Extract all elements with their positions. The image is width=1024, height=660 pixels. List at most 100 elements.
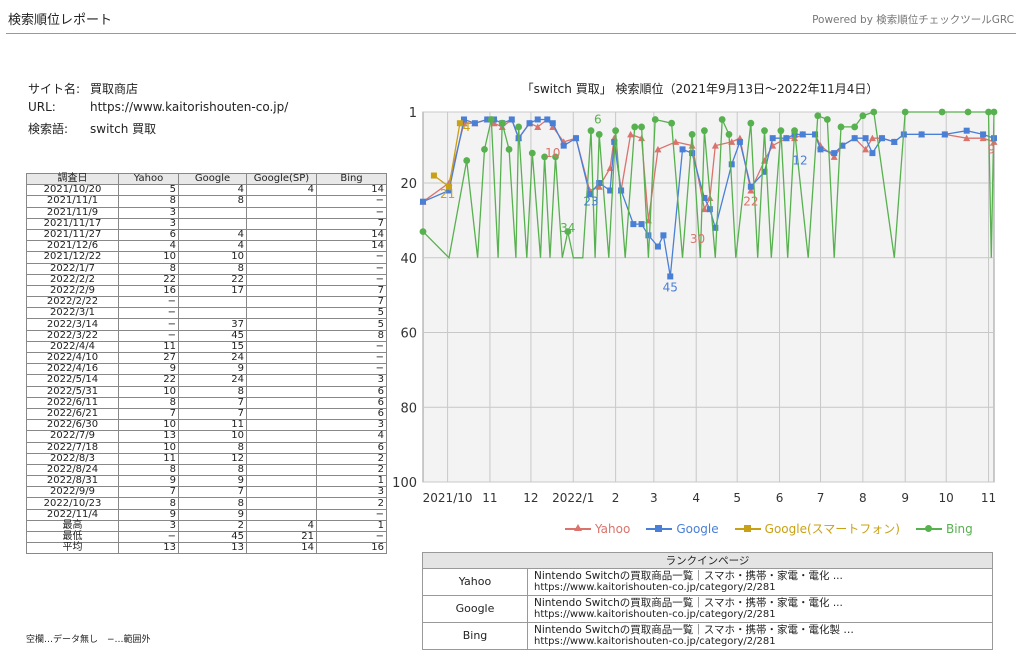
page-url-link[interactable]: https://www.kaitorishouten-co.jp/categor…	[534, 582, 776, 593]
rank-cell: −	[118, 329, 179, 342]
date-cell: 2022/11/4	[26, 508, 119, 521]
x-tick-label: 2021/10	[423, 491, 473, 505]
rank-cell: 10	[118, 419, 179, 432]
table-row: 2022/6/11 8 7 6	[26, 396, 387, 409]
data-point	[667, 273, 674, 280]
data-point	[607, 187, 614, 194]
rank-cell: 7	[316, 217, 387, 230]
date-cell: 2022/5/31	[26, 385, 119, 398]
data-point	[515, 123, 523, 131]
data-point	[736, 138, 743, 145]
rank-cell	[246, 284, 317, 298]
data-label: 6	[594, 112, 602, 126]
rank-cell	[246, 508, 317, 521]
date-cell: 2021/11/17	[26, 217, 119, 230]
rank-cell	[246, 396, 317, 409]
legend-google-sp: Google(スマートフォン)	[734, 520, 900, 537]
data-point	[868, 134, 876, 142]
data-point	[560, 142, 567, 149]
data-label: 23	[583, 195, 598, 209]
table-row: 2022/4/4 11 15 −	[26, 340, 387, 354]
rank-cell: 9	[178, 363, 247, 376]
rank-cell: 2	[178, 519, 247, 533]
rank-cell	[246, 374, 317, 387]
data-point	[541, 153, 548, 161]
data-point	[831, 150, 838, 157]
rank-cell: −	[118, 307, 179, 320]
table-row: 2022/11/4 9 9−	[26, 508, 387, 521]
rank-cell: 9	[118, 475, 179, 488]
rank-cell: 3	[118, 519, 179, 533]
x-tick-label: 2	[612, 491, 620, 505]
date-cell: 2021/11/1	[26, 195, 119, 208]
data-point	[456, 120, 463, 127]
data-point	[490, 119, 498, 127]
page-url-link[interactable]: https://www.kaitorishouten-co.jp/categor…	[534, 636, 776, 647]
table-row: 2021/11/1 8 8−	[26, 195, 387, 208]
ranked-pages-title: ランクインページ	[422, 552, 993, 569]
date-cell: 2022/2/2	[26, 273, 119, 286]
rank-cell	[246, 262, 317, 275]
rank-cell: 11	[118, 340, 179, 354]
data-point	[701, 194, 708, 201]
data-label: 10	[545, 146, 560, 160]
data-label: 9	[987, 142, 995, 156]
rank-cell: 9	[178, 508, 247, 521]
rank-cell	[246, 419, 317, 432]
data-label: 45	[663, 281, 678, 295]
table-row: 2022/2/9 16 17 7	[26, 284, 387, 298]
series-line-bing	[422, 111, 995, 260]
rank-cell: 14	[316, 240, 387, 253]
data-point	[645, 232, 652, 239]
rank-cell: 8	[178, 497, 247, 510]
engine-name: Google	[422, 595, 528, 623]
rank-cell: −	[316, 195, 387, 208]
rank-cell	[178, 307, 247, 320]
url-value: https://www.kaitorishouten-co.jp/	[90, 100, 289, 114]
rank-cell: 3	[316, 374, 387, 387]
rank-cell: 21	[246, 530, 317, 544]
data-point	[839, 142, 846, 149]
keyword-value: switch 買取	[90, 122, 157, 136]
date-cell: 2021/11/27	[26, 228, 119, 242]
rank-cell	[246, 363, 317, 376]
data-point	[463, 157, 471, 164]
date-cell: 2022/5/14	[26, 374, 119, 387]
page-title-link[interactable]: Nintendo Switchの買取商品一覧｜スマホ・携帯・家電・電化 ...	[534, 597, 843, 609]
data-point	[487, 116, 495, 123]
rank-cell: 14	[246, 542, 317, 555]
plot-area	[422, 111, 995, 483]
circle-marker-icon	[915, 524, 942, 534]
rank-cell: 13	[118, 542, 179, 555]
stat-label: 最低	[26, 530, 119, 544]
data-point	[777, 127, 785, 135]
url-row: URL: https://www.kaitorishouten-co.jp/	[28, 100, 288, 114]
stat-label: 最高	[26, 519, 119, 533]
data-point	[586, 191, 593, 198]
rank-cell: −	[316, 508, 387, 521]
table-legend-note: 空欄…データ無し −…範囲外	[26, 635, 151, 645]
table-header-row: 調査日 Yahoo Google Google(SP) Bing	[26, 172, 387, 186]
data-point	[869, 150, 876, 157]
data-point	[963, 127, 970, 134]
rank-cell	[246, 273, 317, 286]
rank-cell: 6	[316, 396, 387, 409]
date-cell: 2022/3/22	[26, 329, 119, 342]
page-title-link[interactable]: Nintendo Switchの買取商品一覧｜スマホ・携帯・家電・電化製 …	[534, 624, 854, 636]
data-point	[564, 228, 572, 235]
rank-cell: 3	[118, 217, 179, 230]
data-point	[938, 108, 946, 116]
rank-cell: 6	[316, 385, 387, 398]
data-point	[901, 108, 909, 116]
table-row: 2022/8/3 11 12 2	[26, 452, 387, 465]
rank-cell: −	[118, 530, 179, 544]
page-title-link[interactable]: Nintendo Switchの買取商品一覧｜スマホ・携帯・家電・電化 ...	[534, 570, 843, 582]
page-url-link[interactable]: https://www.kaitorishouten-co.jp/categor…	[534, 609, 776, 620]
column-header: Yahoo	[118, 172, 179, 186]
x-tick-label: 11	[981, 491, 996, 505]
data-point	[445, 187, 452, 194]
rank-cell: 45	[178, 530, 247, 544]
legend-bing-label: Bing	[945, 521, 973, 536]
date-cell: 2022/3/14	[26, 318, 119, 331]
